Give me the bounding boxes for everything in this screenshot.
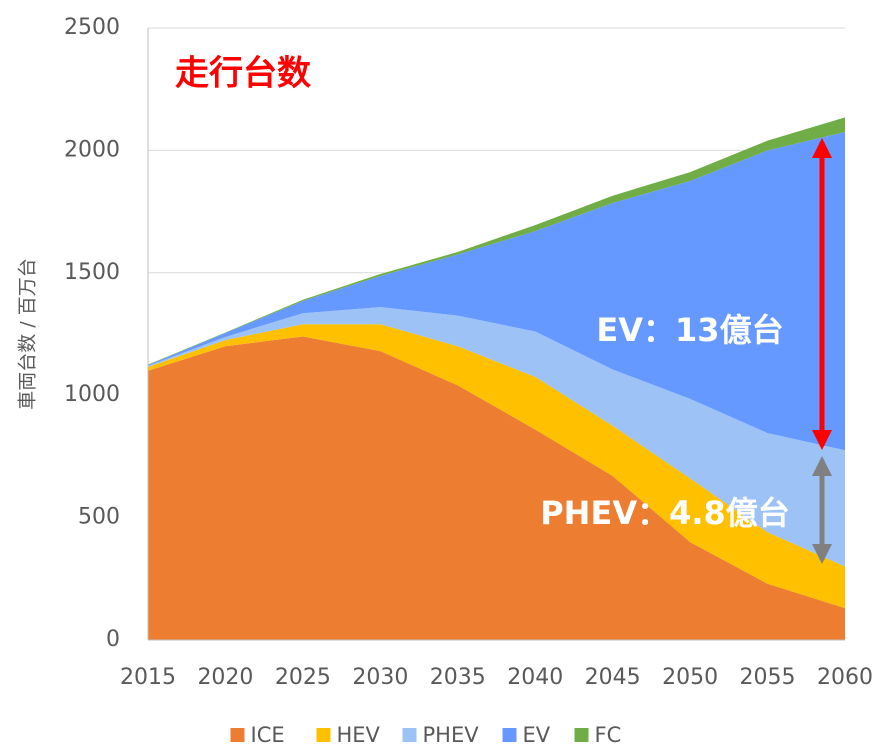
legend-label: HEV — [337, 723, 381, 746]
x-tick-label: 2050 — [662, 665, 718, 690]
legend-label: FC — [595, 723, 622, 746]
x-tick-label: 2040 — [507, 665, 563, 690]
legend-label: ICE — [251, 723, 285, 746]
x-tick-label: 2060 — [817, 665, 873, 690]
y-tick-label: 2500 — [64, 15, 120, 40]
y-tick-label: 1000 — [64, 382, 120, 407]
y-tick-label: 0 — [106, 627, 120, 652]
legend-swatch — [316, 728, 331, 742]
legend-swatch — [574, 728, 589, 742]
area — [148, 132, 845, 451]
y-tick-label: 1500 — [64, 260, 120, 285]
x-tick-label: 2045 — [585, 665, 641, 690]
area — [148, 307, 845, 567]
legend-label: PHEV — [423, 723, 480, 746]
area — [148, 117, 845, 366]
annotation: PHEV：4.8億台 — [540, 494, 790, 532]
x-tick-label: 2015 — [120, 665, 176, 690]
legend-swatch — [230, 728, 245, 742]
x-tick-label: 2055 — [740, 665, 796, 690]
legend-label: EV — [523, 723, 551, 746]
x-tick-label: 2020 — [197, 665, 253, 690]
y-tick-label: 2000 — [64, 137, 120, 162]
area — [148, 336, 845, 640]
chart-title: 走行台数 — [175, 54, 311, 94]
area — [148, 324, 845, 609]
y-tick-label: 500 — [78, 505, 120, 530]
y-axis-label: 車両台数 / 百万台 — [17, 258, 39, 409]
x-tick-label: 2035 — [430, 665, 486, 690]
x-tick-label: 2025 — [275, 665, 331, 690]
legend-swatch — [502, 728, 517, 742]
annotation: EV：13億台 — [596, 311, 783, 349]
legend-swatch — [402, 728, 417, 742]
x-tick-label: 2030 — [352, 665, 408, 690]
